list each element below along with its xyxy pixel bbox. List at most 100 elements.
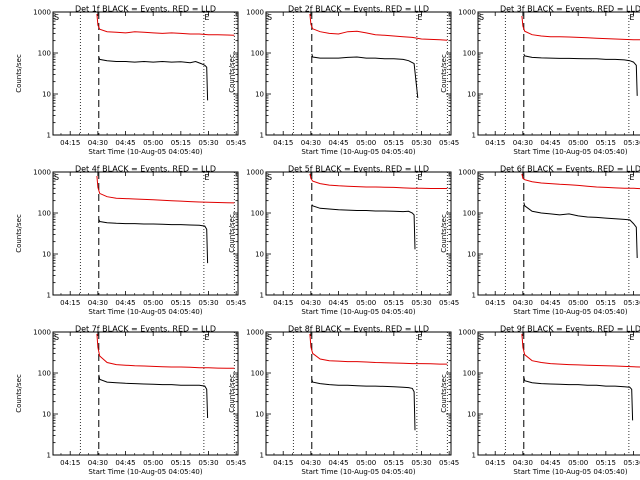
y-tick-label: 1	[47, 452, 51, 460]
series-lld-line	[521, 173, 640, 190]
end-marker-flag: E	[204, 13, 209, 22]
y-tick-label: 1000	[33, 9, 51, 17]
x-tick-label: 04:30	[513, 459, 533, 467]
x-tick-label: 05:00	[568, 139, 588, 147]
end-marker-flag: E	[417, 333, 422, 342]
panel-title: Det 2f BLACK = Events, RED = LLD	[288, 5, 429, 14]
x-tick-label: 05:30	[411, 459, 431, 467]
x-tick-label: 04:30	[513, 299, 533, 307]
y-axis-label: Counts/sec	[15, 214, 23, 253]
y-axis-label: Counts/sec	[228, 214, 236, 253]
start-marker-flag: S	[267, 13, 272, 22]
series-lld-line	[96, 333, 235, 369]
x-tick-label: 04:30	[513, 139, 533, 147]
y-axis-label: Counts/sec	[440, 214, 448, 253]
x-tick-label: 05:30	[411, 139, 431, 147]
x-tick-label: 04:15	[485, 299, 505, 307]
y-tick-label: 1	[47, 132, 51, 140]
series-events-line	[311, 53, 419, 99]
x-tick-label: 05:15	[384, 459, 404, 467]
series-events-line	[98, 219, 209, 264]
y-tick-label: 100	[38, 210, 51, 218]
x-tick-label: 05:00	[356, 299, 376, 307]
y-tick-label: 1000	[458, 9, 476, 17]
x-tick-label: 05:15	[171, 139, 191, 147]
y-tick-label: 100	[251, 50, 264, 58]
plot-frame	[265, 331, 452, 456]
series-lld-line	[521, 333, 640, 368]
x-tick-label: 05:00	[568, 299, 588, 307]
y-tick-label: 100	[38, 370, 51, 378]
y-tick-label: 1	[47, 292, 51, 300]
x-tick-label: 04:30	[88, 459, 108, 467]
start-marker-flag: S	[267, 333, 272, 342]
y-tick-label: 1	[472, 292, 476, 300]
series-events-line	[98, 374, 209, 419]
x-tick-label: 05:00	[143, 139, 163, 147]
x-axis-label: Start Time (10-Aug-05 04:05:40)	[301, 468, 415, 476]
panel-2f: Det 2f BLACK = Events, RED = LLD 1 10 100 10…	[228, 5, 459, 157]
x-tick-label: 04:15	[60, 459, 80, 467]
start-marker-flag: S	[479, 13, 484, 22]
panel-5f: Det 5f BLACK = Events, RED = LLD 1 10 100 10…	[228, 165, 459, 317]
panel-8f: Det 8f BLACK = Events, RED = LLD 1 10 100 10…	[228, 325, 459, 477]
panel-1f: Det 1f BLACK = Events, RED = LLD 1 10 100 10…	[15, 5, 246, 157]
x-axis-label: Start Time (10-Aug-05 04:05:40)	[301, 308, 415, 316]
x-tick-label: 05:45	[439, 299, 459, 307]
x-tick-label: 05:30	[623, 139, 640, 147]
series-lld-line	[309, 333, 448, 365]
x-tick-label: 04:45	[540, 299, 560, 307]
x-axis-label: Start Time (10-Aug-05 04:05:40)	[88, 468, 202, 476]
panel-title: Det 7f BLACK = Events, RED = LLD	[75, 325, 216, 334]
series-lld-line	[96, 13, 235, 36]
plot-frame	[477, 11, 640, 136]
start-marker-flag: S	[479, 173, 484, 182]
y-tick-label: 100	[463, 370, 476, 378]
x-tick-label: 05:15	[596, 139, 616, 147]
series-events-line	[311, 204, 416, 250]
panel-title: Det 1f BLACK = Events, RED = LLD	[75, 5, 216, 14]
start-marker-flag: S	[479, 333, 484, 342]
y-tick-label: 1000	[246, 9, 264, 17]
y-tick-label: 1000	[33, 329, 51, 337]
x-tick-label: 05:45	[226, 299, 246, 307]
x-tick-label: 05:15	[171, 299, 191, 307]
y-tick-label: 10	[42, 91, 51, 99]
end-marker-flag: E	[417, 173, 422, 182]
y-tick-label: 1000	[458, 329, 476, 337]
plot-frame	[265, 11, 452, 136]
x-tick-label: 04:45	[328, 459, 348, 467]
y-tick-label: 1	[260, 132, 264, 140]
plot-frame	[52, 331, 239, 456]
series-events-line	[523, 376, 634, 421]
x-tick-label: 04:15	[273, 299, 293, 307]
y-tick-label: 100	[463, 210, 476, 218]
y-tick-label: 10	[467, 251, 476, 259]
y-tick-label: 100	[251, 370, 264, 378]
x-tick-label: 04:15	[485, 139, 505, 147]
x-tick-label: 04:15	[60, 299, 80, 307]
x-tick-label: 05:45	[226, 139, 246, 147]
x-tick-label: 05:00	[143, 299, 163, 307]
panel-3f: Det 3f BLACK = Events, RED = LLD 1 10 100 10…	[440, 5, 640, 156]
x-tick-label: 05:45	[226, 459, 246, 467]
panel-title: Det 9f BLACK = Events, RED = LLD	[500, 325, 640, 334]
x-tick-label: 05:30	[411, 299, 431, 307]
y-axis-label: Counts/sec	[228, 54, 236, 93]
x-tick-label: 04:45	[115, 139, 135, 147]
panel-title: Det 4f BLACK = Events, RED = LLD	[75, 165, 216, 174]
panel-6f: Det 6f BLACK = Events, RED = LLD 1 10 100 10…	[440, 165, 640, 316]
y-tick-label: 1	[472, 132, 476, 140]
y-axis-label: Counts/sec	[15, 374, 23, 413]
y-tick-label: 10	[255, 411, 264, 419]
x-tick-label: 04:45	[115, 299, 135, 307]
x-tick-label: 04:30	[88, 299, 108, 307]
x-tick-label: 05:15	[596, 299, 616, 307]
y-tick-label: 10	[255, 91, 264, 99]
plot-frame	[265, 171, 452, 296]
y-tick-label: 10	[467, 411, 476, 419]
x-tick-label: 04:45	[328, 299, 348, 307]
x-axis-label: Start Time (10-Aug-05 04:05:40)	[513, 148, 627, 156]
series-events-line	[523, 53, 638, 96]
x-tick-label: 05:30	[198, 299, 218, 307]
